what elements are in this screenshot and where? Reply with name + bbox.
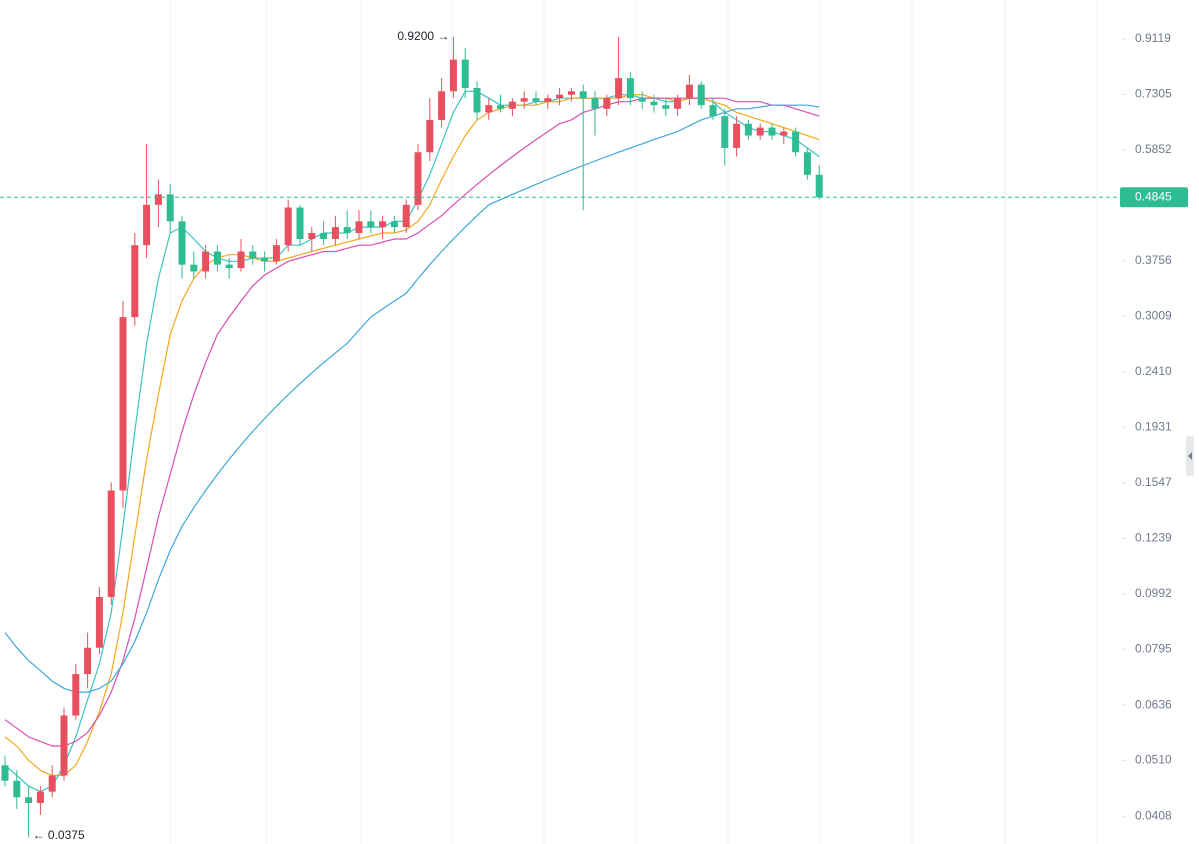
y-tick-label: 0.5852 — [1135, 142, 1172, 156]
candle-body — [296, 207, 304, 239]
candle-body — [261, 257, 269, 262]
candle-body — [426, 119, 434, 153]
ma-line — [4, 90, 820, 793]
candle-body — [178, 221, 186, 265]
y-tick-label: 0.1239 — [1135, 530, 1172, 544]
candle-body — [438, 91, 446, 120]
candle-body — [343, 227, 351, 233]
candle-body — [190, 264, 198, 272]
candle-body — [237, 251, 245, 269]
y-tick-label: 0.3756 — [1135, 253, 1172, 267]
low-annotation: ← 0.0375 — [33, 828, 85, 842]
v-grid — [169, 0, 1098, 844]
candle-body — [202, 251, 210, 272]
candle-body — [331, 227, 339, 239]
candle-body — [721, 116, 729, 148]
candle-body — [615, 78, 623, 99]
candle-body — [579, 91, 587, 99]
candle-body — [556, 94, 564, 99]
last-price-label: 0.4845 — [1135, 189, 1172, 203]
candle-body — [60, 715, 68, 776]
candle-body — [674, 98, 682, 109]
ma-line — [4, 97, 820, 747]
candle-body — [367, 221, 375, 228]
y-tick-label: 0.1547 — [1135, 475, 1172, 489]
candle-body — [25, 797, 33, 804]
candle-body — [473, 87, 481, 113]
candle-body — [662, 105, 670, 109]
candle-body — [1, 765, 9, 781]
candle-body — [84, 647, 92, 675]
candle-body — [13, 780, 21, 798]
candle-body — [390, 221, 398, 228]
y-tick-label: 0.1931 — [1135, 419, 1172, 433]
candle-body — [72, 674, 80, 716]
y-tick-label: 0.0636 — [1135, 697, 1172, 711]
candle-body — [756, 127, 764, 136]
candle-body — [213, 251, 221, 265]
candle-body — [143, 204, 151, 246]
candle-body — [733, 123, 741, 148]
candle-body — [308, 232, 316, 239]
ma-line — [4, 104, 820, 693]
candle-body — [107, 490, 115, 597]
candle-body — [803, 152, 811, 175]
candle-body — [768, 127, 776, 136]
candle-body — [780, 131, 788, 136]
candle-body — [626, 78, 634, 99]
candle-body — [272, 245, 280, 262]
y-tick-label: 0.0992 — [1135, 586, 1172, 600]
candle-body — [638, 98, 646, 102]
candle-body — [355, 221, 363, 233]
candle-body — [154, 194, 162, 205]
y-tick-label: 0.9119 — [1135, 31, 1171, 45]
candle-body — [36, 791, 44, 804]
y-tick-label: 0.0795 — [1135, 641, 1172, 655]
candle-body — [792, 131, 800, 153]
y-tick-label: 0.3009 — [1135, 309, 1172, 323]
y-tick-label: 0.0408 — [1135, 808, 1172, 822]
candle-body — [520, 98, 528, 102]
candle-body — [709, 105, 717, 117]
candle-body — [320, 232, 328, 239]
candle-body — [48, 775, 56, 792]
candle-body — [744, 123, 752, 136]
candle-body — [131, 245, 139, 318]
candle-body — [650, 101, 658, 106]
candle-body — [697, 84, 705, 106]
ma-line — [4, 94, 820, 777]
candle-body — [591, 98, 599, 109]
candle-body — [461, 59, 469, 88]
y-tick-label: 0.7305 — [1135, 87, 1172, 101]
candle-body — [284, 207, 292, 246]
candle-body — [379, 221, 387, 228]
y-tick-label: 0.2410 — [1135, 364, 1172, 378]
candle-body — [402, 204, 410, 228]
candle-body — [95, 596, 103, 648]
candle-body — [544, 98, 552, 102]
y-tick-label: 0.0510 — [1135, 753, 1172, 767]
candle-body — [225, 264, 233, 269]
candle-body — [508, 101, 516, 109]
candle-body — [815, 174, 823, 198]
candle-body — [685, 84, 693, 99]
last-price-badge — [1120, 187, 1188, 208]
handle-arrow — [1188, 452, 1192, 460]
high-annotation: 0.9200 → — [397, 29, 449, 43]
candle-body — [166, 194, 174, 222]
candle-body — [249, 251, 257, 258]
candle-body — [449, 59, 457, 92]
candle-body — [567, 91, 575, 95]
candle-body — [603, 98, 611, 109]
candle-body — [497, 105, 505, 109]
candle-body — [414, 152, 422, 205]
candle-body — [485, 105, 493, 113]
candle-body — [119, 317, 127, 491]
candle-body — [532, 98, 540, 102]
